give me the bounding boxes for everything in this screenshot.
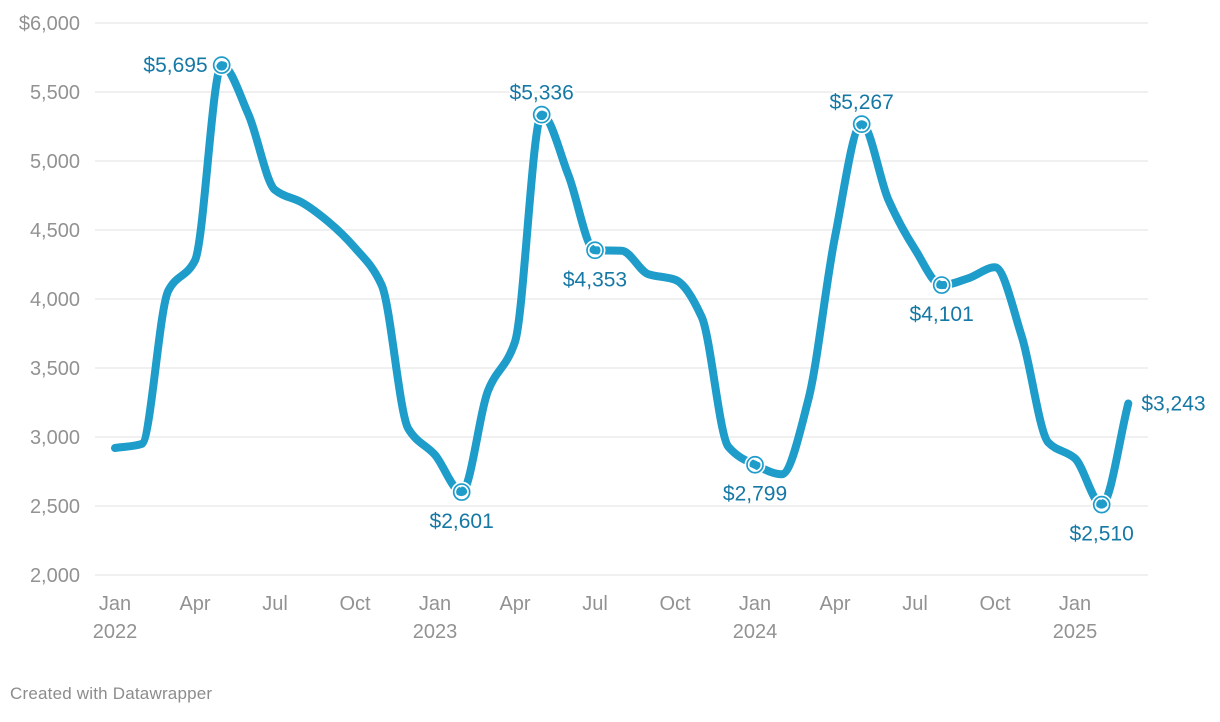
x-axis-year-label: 2022: [93, 621, 138, 643]
x-axis-year-label: 2025: [1053, 621, 1098, 643]
data-point-marker: [746, 455, 764, 474]
data-point-marker: [852, 115, 871, 134]
x-axis-label: Jan: [1059, 593, 1091, 615]
point-value-label: $4,101: [910, 303, 974, 326]
x-axis-label: Oct: [979, 593, 1011, 615]
x-axis-label: Jan: [419, 593, 451, 615]
x-axis-label: Apr: [179, 593, 210, 615]
y-axis-label: $6,000: [19, 13, 80, 35]
point-value-label: $5,267: [830, 91, 894, 114]
x-axis-label: Oct: [659, 593, 691, 615]
y-axis-label: 3,000: [30, 427, 80, 449]
data-line: [111, 61, 1133, 509]
x-axis-year-label: 2023: [413, 621, 458, 643]
point-value-label: $2,799: [723, 483, 787, 506]
x-axis-label: Apr: [819, 593, 850, 615]
x-axis-label: Oct: [339, 593, 371, 615]
attribution-text: Created with Datawrapper: [10, 684, 213, 703]
point-value-label: $3,243: [1141, 392, 1205, 415]
data-point-marker: [586, 241, 604, 260]
y-axis-label: 5,000: [30, 151, 80, 173]
y-axis-label: 5,500: [30, 82, 80, 104]
y-axis-label: 3,500: [30, 358, 80, 380]
x-axis-label: Jul: [582, 593, 608, 615]
data-point-marker: [532, 105, 551, 124]
x-axis-label: Jul: [902, 593, 928, 615]
y-axis-label: 2,500: [30, 496, 80, 518]
point-value-label: $4,353: [563, 268, 627, 291]
point-value-label: $2,510: [1070, 523, 1134, 546]
y-axis-label: 4,500: [30, 220, 80, 242]
point-value-label: $2,601: [430, 510, 494, 533]
y-axis-label: 2,000: [30, 565, 80, 587]
x-axis-label: Jan: [739, 593, 771, 615]
data-point-marker: [212, 56, 231, 74]
x-axis-label: Apr: [499, 593, 530, 615]
point-value-label: $5,695: [143, 54, 207, 77]
point-value-label: $5,336: [510, 82, 574, 105]
x-axis-label: Jan: [99, 593, 131, 615]
y-axis-label: 4,000: [30, 289, 80, 311]
line-chart-svg: $6,000 5,500 5,000 4,500 4,000 3,500 3,000 2,50…: [19, 13, 1208, 643]
x-axis-year-label: 2024: [733, 621, 778, 643]
data-point-marker: [452, 483, 471, 501]
data-point-marker: [932, 276, 951, 294]
data-point-marker: [1092, 495, 1111, 514]
x-axis-label: Jul: [262, 593, 288, 615]
